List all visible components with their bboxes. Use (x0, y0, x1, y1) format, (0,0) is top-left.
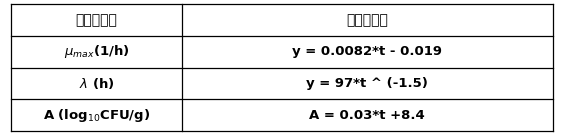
Text: y = 97*t ^ (-1.5): y = 97*t ^ (-1.5) (306, 77, 428, 90)
Text: 回归方程式: 回归方程式 (346, 13, 388, 27)
Text: $\mu_{max}$(1/h): $\mu_{max}$(1/h) (64, 43, 129, 60)
Text: $\lambda$ (h): $\lambda$ (h) (79, 76, 114, 91)
Text: A (log$_{10}$CFU/g): A (log$_{10}$CFU/g) (43, 107, 150, 124)
Text: y = 0.0082*t - 0.019: y = 0.0082*t - 0.019 (292, 45, 442, 58)
Text: 动力学参数: 动力学参数 (76, 13, 117, 27)
Text: A = 0.03*t +8.4: A = 0.03*t +8.4 (310, 109, 425, 122)
